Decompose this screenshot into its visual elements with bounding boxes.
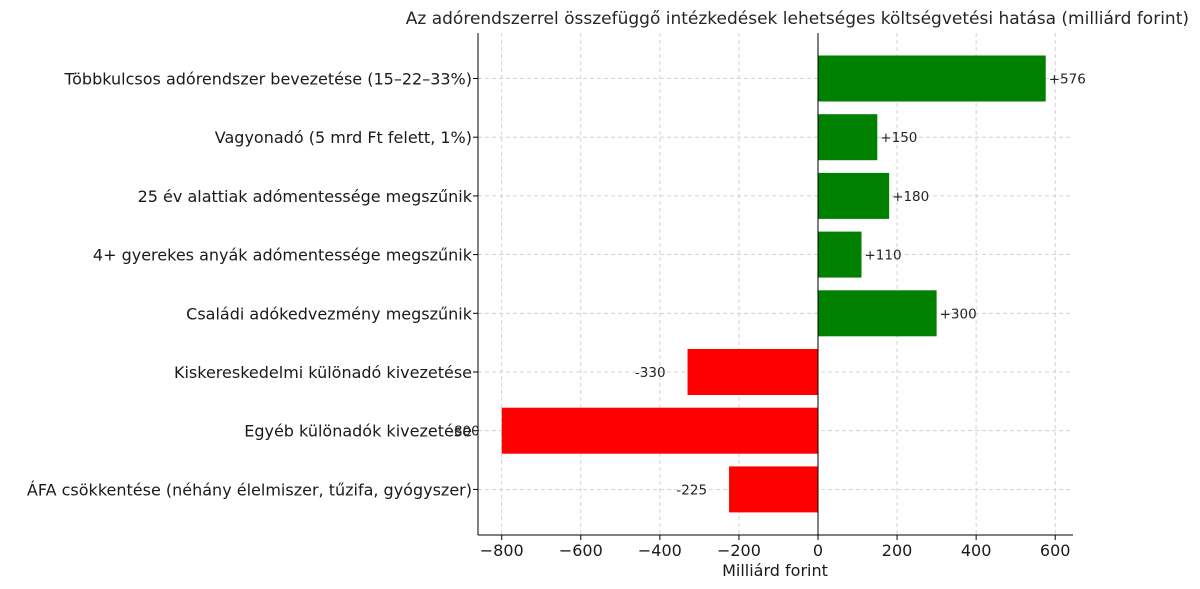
- data-label: +110: [864, 248, 901, 264]
- data-label: +180: [892, 189, 929, 205]
- x-tick-label: 200: [882, 541, 913, 560]
- x-tick-label: −200: [717, 541, 761, 560]
- grid: [478, 33, 1073, 535]
- bar: [818, 172, 890, 219]
- data-label: -800: [449, 424, 480, 440]
- x-tick-label: −400: [638, 541, 682, 560]
- bars: [501, 55, 1046, 513]
- category-label: Többkulcsos adórendszer bevezetése (15–2…: [63, 70, 472, 89]
- data-label: +300: [940, 306, 977, 322]
- x-tick-label: −600: [559, 541, 603, 560]
- category-label: Egyéb különadók kivezetése: [244, 422, 472, 441]
- x-tick-label: −800: [480, 541, 524, 560]
- data-label: +150: [880, 130, 917, 146]
- bar: [818, 114, 878, 161]
- axes: [473, 33, 1073, 540]
- bar: [818, 290, 937, 337]
- category-label: Családi adókedvezmény megszűnik: [186, 304, 473, 323]
- data-label: -225: [676, 482, 707, 498]
- category-label: Vagyonadó (5 mrd Ft felett, 1%): [215, 128, 472, 147]
- chart-title: Az adórendszerrel összefüggő intézkedése…: [406, 9, 1189, 29]
- category-label: 4+ gyerekes anyák adómentessége megszűni…: [93, 246, 473, 265]
- bar: [687, 349, 818, 395]
- bar: [729, 466, 818, 513]
- category-label: Kiskereskedelmi különadó kivezetése: [174, 363, 472, 382]
- bar: [501, 407, 818, 454]
- x-tick-label: 600: [1040, 541, 1071, 560]
- data-label: +576: [1049, 72, 1086, 88]
- x-tick-label: 400: [961, 541, 992, 560]
- category-label: 25 év alattiak adómentessége megszűnik: [138, 187, 473, 206]
- x-tick-label: 0: [813, 541, 823, 560]
- bar: [818, 231, 862, 278]
- bar: [818, 55, 1046, 102]
- category-label: ÁFA csökkentése (néhány élelmiszer, tűzi…: [27, 480, 472, 499]
- labels: −800 −600 −400 −200 0 200 400 600 Többkulcsos ad…: [27, 70, 1086, 561]
- x-axis-label: Milliárd forint: [722, 561, 828, 580]
- data-label: -330: [635, 365, 666, 381]
